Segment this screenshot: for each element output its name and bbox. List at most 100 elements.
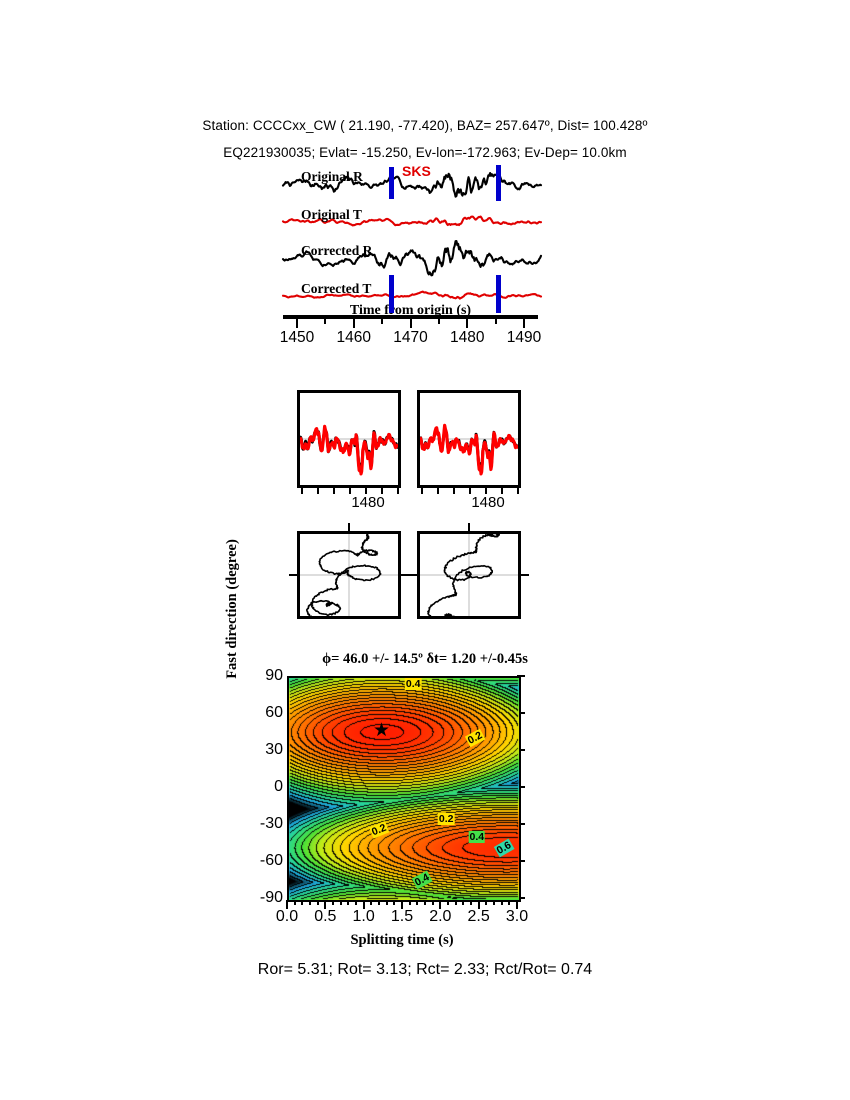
trace-label-1: Original R bbox=[301, 169, 363, 184]
contour-x-minor-tick bbox=[370, 900, 373, 905]
contour-y-tick-label: -30 bbox=[259, 815, 283, 832]
comparison-tick bbox=[517, 488, 519, 494]
contour-y-tick-label: 90 bbox=[265, 667, 283, 684]
comparison-tick bbox=[501, 488, 503, 494]
comparison-tick bbox=[453, 488, 455, 494]
contour-x-minor-tick bbox=[500, 900, 503, 905]
time-tick-label: 1460 bbox=[336, 329, 371, 346]
waveform-trace-2 bbox=[281, 205, 543, 239]
contour-x-minor-tick bbox=[316, 900, 319, 905]
contour-x-tick-label: 3.0 bbox=[505, 908, 529, 925]
contour-x-minor-tick bbox=[347, 900, 350, 905]
contour-x-axis-label: Splitting time (s) bbox=[350, 932, 454, 948]
time-axis: 1450 1460 1470 1480 1490 bbox=[280, 315, 542, 351]
analysis-window-marker-1 bbox=[389, 167, 394, 199]
quality-metrics-footer: Ror= 5.31; Rot= 3.13; Rct= 2.33; Rct/Rot… bbox=[257, 961, 593, 978]
time-minor-tick bbox=[381, 319, 384, 324]
contour-x-minor-tick bbox=[477, 900, 480, 905]
waveform-trace-3 bbox=[281, 240, 543, 277]
contour-x-minor-tick bbox=[324, 900, 327, 905]
hodogram-axis-tick bbox=[348, 523, 350, 531]
trace-label-4: Corrected T bbox=[301, 281, 372, 296]
contour-x-minor-tick bbox=[309, 900, 311, 905]
contour-y-tick bbox=[517, 860, 525, 862]
trace-label-3: Corrected R bbox=[301, 243, 373, 258]
contour-value-label: 0.4 bbox=[468, 831, 486, 844]
time-tick-label: 1480 bbox=[450, 329, 485, 346]
comparison-tick bbox=[333, 488, 335, 494]
comparison-tick bbox=[437, 488, 439, 494]
contour-x-minor-tick bbox=[470, 900, 472, 905]
comparison-ticks-2 bbox=[417, 488, 521, 495]
contour-x-minor-tick bbox=[393, 900, 396, 905]
contour-y-tick bbox=[517, 675, 525, 677]
time-tick bbox=[523, 319, 525, 328]
waveform-comparison-box-2 bbox=[417, 390, 521, 488]
time-minor-tick bbox=[324, 319, 327, 324]
contour-x-minor-tick bbox=[447, 900, 449, 905]
contour-y-tick-labels: 90 60 30 0 -30 -60 -90 bbox=[243, 667, 283, 906]
contour-x-minor-tick bbox=[431, 900, 434, 905]
best-fit-star-marker: ★ bbox=[373, 720, 391, 742]
contour-x-tick-label: 0.0 bbox=[275, 908, 299, 925]
contour-y-tick-label: 30 bbox=[265, 741, 283, 758]
splitting-grid-search-contour-plot: ★ 0.4 0.2 0.2 0.2 0.4 0.6 0.4 bbox=[287, 676, 521, 902]
comparison-tick bbox=[365, 488, 367, 494]
contour-x-minor-tick bbox=[439, 900, 442, 905]
contour-x-minor-tick bbox=[516, 900, 518, 905]
contour-value-label: 0.4 bbox=[404, 678, 422, 691]
comparison-tick bbox=[485, 488, 487, 494]
contour-y-tick-label: -90 bbox=[259, 889, 283, 906]
hodogram-axis-tick bbox=[521, 574, 529, 576]
comparison-tick-label-1: 1480 bbox=[297, 494, 401, 511]
event-info-line: EQ221930035; Evlat= -15.250, Ev-lon=-172… bbox=[223, 145, 627, 160]
contour-x-minor-tick bbox=[293, 900, 296, 905]
comparison-tick bbox=[317, 488, 319, 494]
hodogram-axis-tick bbox=[468, 523, 470, 531]
time-minor-tick bbox=[437, 319, 440, 324]
hodogram-axis-tick bbox=[409, 574, 417, 576]
time-tick bbox=[296, 319, 298, 328]
contour-x-minor-tick bbox=[286, 900, 288, 905]
analysis-window-marker-4 bbox=[496, 275, 501, 313]
contour-x-tick-label: 0.5 bbox=[314, 908, 337, 925]
contour-y-tick-label: -60 bbox=[259, 852, 283, 869]
comparison-tick bbox=[397, 488, 399, 494]
time-minor-tick bbox=[494, 319, 497, 324]
contour-y-tick bbox=[517, 749, 525, 751]
contour-x-tick-label: 2.0 bbox=[429, 908, 452, 925]
contour-x-tick-label: 1.5 bbox=[390, 908, 414, 925]
trace-label-2: Original T bbox=[301, 207, 362, 222]
comparison-tick bbox=[381, 488, 383, 494]
contour-y-tick-label: 60 bbox=[265, 704, 283, 721]
time-tick bbox=[352, 319, 355, 328]
contour-y-tick bbox=[517, 786, 525, 788]
time-tick-label: 1470 bbox=[393, 329, 428, 346]
comparison-tick-label-2: 1480 bbox=[417, 494, 521, 511]
comparison-tick bbox=[301, 488, 303, 494]
contour-x-minor-tick bbox=[508, 900, 511, 905]
comparison-tick bbox=[421, 488, 423, 494]
contour-x-minor-tick bbox=[378, 900, 380, 905]
contour-value-label: 0.2 bbox=[437, 812, 455, 825]
contour-x-minor-tick bbox=[493, 900, 495, 905]
contour-x-minor-tick bbox=[362, 900, 365, 905]
contour-x-tick-labels: 0.0 0.5 1.0 1.5 2.0 2.5 3.0 bbox=[276, 908, 528, 930]
contour-y-tick bbox=[517, 823, 525, 825]
time-tick bbox=[409, 319, 412, 328]
contour-x-minor-tick bbox=[462, 900, 465, 905]
time-tick bbox=[466, 319, 469, 328]
contour-x-minor-tick bbox=[454, 900, 457, 905]
comparison-tick bbox=[469, 488, 471, 494]
time-axis-label: Time from origin (s) bbox=[349, 303, 472, 318]
analysis-window-marker-2 bbox=[496, 165, 501, 201]
contour-x-tick-label: 1.0 bbox=[352, 908, 375, 925]
hodogram-axis-tick bbox=[401, 574, 409, 576]
hodogram-axis-tick bbox=[289, 574, 297, 576]
time-tick-label: 1490 bbox=[506, 329, 542, 346]
tick-label-text: 1480 bbox=[471, 494, 505, 511]
contour-x-minor-tick bbox=[408, 900, 411, 905]
comparison-ticks-1 bbox=[297, 488, 401, 495]
waveform-comparison-box-1 bbox=[297, 390, 401, 488]
